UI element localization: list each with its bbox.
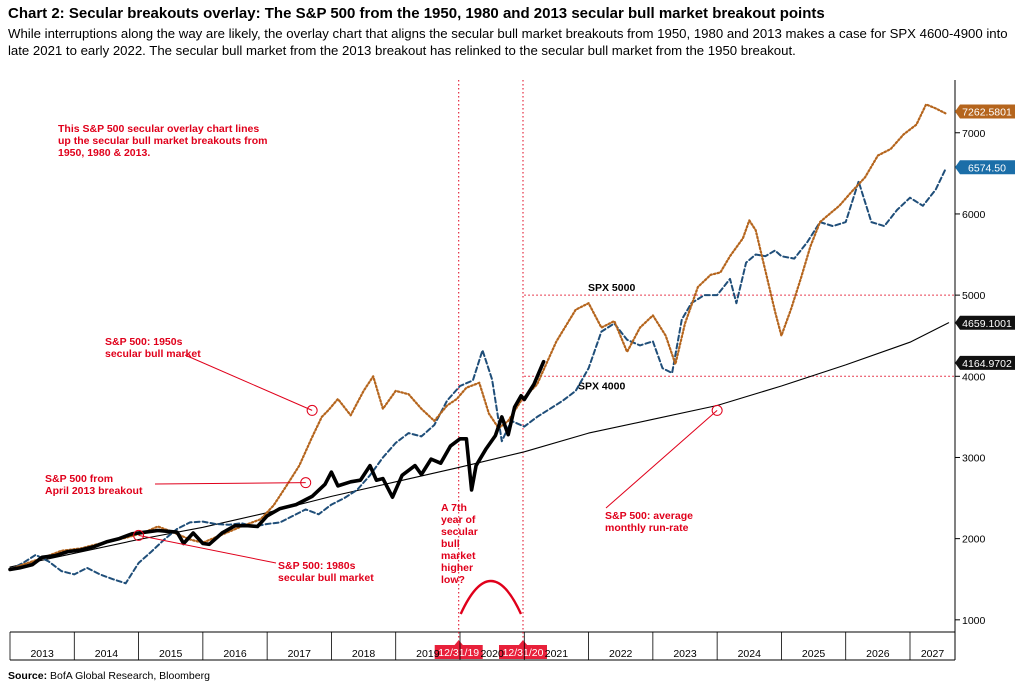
- annotation-circle: [711, 404, 723, 416]
- x-tick-label: 2019: [416, 648, 440, 660]
- annotation-text: S&P 500: average: [605, 510, 693, 522]
- value-badge: [955, 315, 1015, 330]
- x-tick-label: 2021: [545, 648, 569, 660]
- annotation-text: bull: [441, 538, 460, 550]
- annotation-text: up the secular bull market breakouts fro…: [58, 135, 267, 147]
- annotation-circle: [306, 404, 318, 416]
- value-badge: [955, 104, 1015, 119]
- date-badge-label: 12/31/19: [438, 647, 479, 659]
- y-tick-label: 6000: [962, 209, 986, 221]
- annotation-leader-line: [605, 410, 718, 509]
- annotation-leader-line: [184, 354, 313, 411]
- y-tick-label: 7000: [962, 128, 986, 140]
- annotation-text: This S&P 500 secular overlay chart lines: [58, 123, 259, 135]
- x-tick-label: 2023: [673, 648, 697, 660]
- x-tick-label: 2024: [738, 648, 762, 660]
- annotation-text: year of: [441, 514, 476, 526]
- date-badge: [434, 645, 483, 659]
- reference-line-label: SPX 5000: [588, 282, 635, 294]
- annotation-circle: [133, 529, 145, 541]
- y-tick-label: 3000: [962, 452, 986, 464]
- annotation-circle: [300, 477, 312, 489]
- annotation-text: A 7th: [441, 502, 467, 514]
- y-tick-label: 5000: [962, 290, 986, 302]
- value-badge-label: 6574.50: [968, 162, 1006, 174]
- annotation-text: April 2013 breakout: [45, 485, 143, 497]
- annotation-text: S&P 500 from: [45, 473, 113, 485]
- marker-triangle: [518, 640, 528, 646]
- date-badge: [499, 645, 547, 659]
- chart-subtitle: While interruptions along the way are li…: [8, 26, 1008, 58]
- value-badge-label: 4164.9702: [962, 358, 1012, 370]
- annotation-text: 1950, 1980 & 2013.: [58, 147, 150, 159]
- annotation: This S&P 500 secular overlay chart lines…: [58, 123, 267, 159]
- annotation-leader-line: [154, 482, 306, 485]
- x-tick-label: 2013: [30, 648, 54, 660]
- x-tick-label: 2014: [95, 648, 119, 660]
- source-text: BofA Global Research, Bloomberg: [50, 670, 210, 682]
- x-tick-label: 2018: [352, 648, 376, 660]
- annotation-text: low?: [441, 574, 465, 586]
- annotation-text: higher: [441, 562, 473, 574]
- value-badge: [955, 160, 1015, 175]
- date-badge-label: 12/31/20: [503, 647, 544, 659]
- source-note: Source: BofA Global Research, Bloomberg: [8, 670, 210, 682]
- reference-line-label: SPX 4000: [578, 380, 625, 392]
- x-tick-label: 2020: [480, 648, 504, 660]
- x-tick-label: 2015: [159, 648, 183, 660]
- series-line-s1950: [8, 103, 947, 571]
- chart-title: Chart 2: Secular breakouts overlay: The …: [8, 5, 825, 22]
- value-badge: [955, 355, 1015, 370]
- y-tick-label: 4000: [962, 371, 986, 383]
- marker-triangle: [453, 640, 464, 646]
- annotation-leader-line: [138, 534, 277, 564]
- x-tick-label: 2027: [921, 648, 945, 660]
- value-badge-label: 4659.1001: [962, 318, 1012, 330]
- annotation-text: S&P 500: 1980s: [278, 560, 356, 572]
- series-line-sp2013: [8, 359, 546, 572]
- annotation-text: secular bull market: [105, 348, 201, 360]
- x-tick-label: 2016: [223, 648, 247, 660]
- x-tick-label: 2026: [866, 648, 890, 660]
- y-tick-label: 1000: [962, 615, 986, 627]
- x-tick-label: 2025: [802, 648, 826, 660]
- y-tick-label: 2000: [962, 534, 986, 546]
- x-tick-label: 2017: [288, 648, 312, 660]
- annotation-text: secular bull market: [278, 572, 374, 584]
- annotation-text: market: [441, 550, 476, 562]
- source-label: Source:: [8, 670, 48, 682]
- annotation-text: monthly run-rate: [605, 522, 689, 534]
- annotation-text: secular: [441, 526, 478, 538]
- value-badge-label: 7262.5801: [962, 106, 1012, 118]
- annotation-text: S&P 500: 1950s: [105, 336, 183, 348]
- higher-low-arc: [459, 580, 523, 615]
- x-tick-label: 2022: [609, 648, 633, 660]
